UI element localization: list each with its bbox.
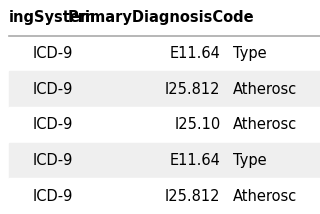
Text: ingSystem: ingSystem (9, 10, 96, 25)
Bar (9, 36, 320, 71)
Text: ICD-9: ICD-9 (32, 153, 73, 168)
Text: ICD-9: ICD-9 (32, 189, 73, 204)
Bar (9, 143, 320, 178)
Text: Atherosc: Atherosc (233, 82, 297, 97)
Text: Type: Type (233, 153, 267, 168)
Bar (9, 71, 320, 107)
Text: PrimaryDiagnosisCode: PrimaryDiagnosisCode (68, 10, 255, 25)
Text: I25.812: I25.812 (165, 82, 220, 97)
Text: E11.64: E11.64 (170, 153, 220, 168)
Bar (9, 178, 320, 214)
Text: ICD-9: ICD-9 (32, 82, 73, 97)
Text: I25.10: I25.10 (174, 117, 220, 132)
Bar (9, 0, 320, 36)
Text: ICD-9: ICD-9 (32, 117, 73, 132)
Text: Atherosc: Atherosc (233, 189, 297, 204)
Text: Type: Type (233, 46, 267, 61)
Text: ICD-9: ICD-9 (32, 46, 73, 61)
Text: I25.812: I25.812 (165, 189, 220, 204)
Text: E11.64: E11.64 (170, 46, 220, 61)
Text: Atherosc: Atherosc (233, 117, 297, 132)
Bar (9, 107, 320, 143)
